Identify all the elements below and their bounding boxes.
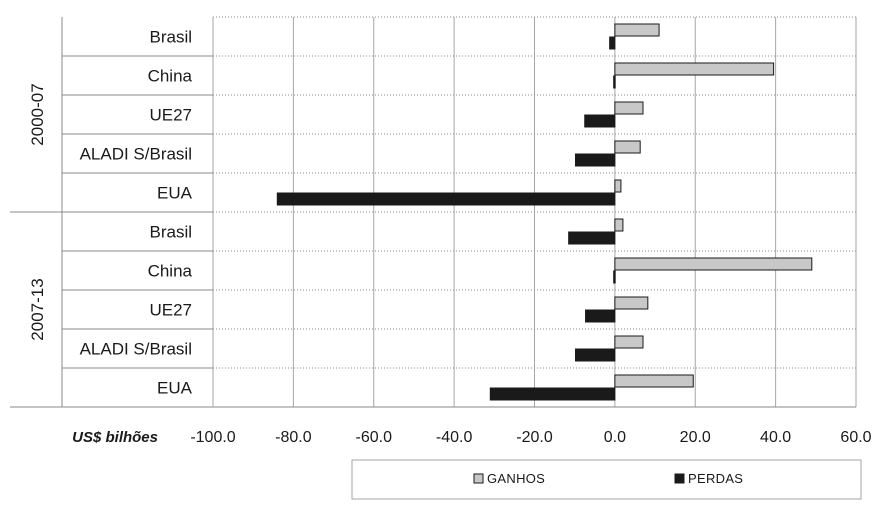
bar-ganhos xyxy=(614,218,624,232)
bar-perdas xyxy=(574,348,616,362)
bar-ganhos xyxy=(614,62,775,76)
category-label: EUA xyxy=(157,184,193,203)
bars xyxy=(276,23,813,401)
x-axis-ticks: -100.0 -80.0 -60.0 -40.0 -20.0 0.0 20.0 40.0 60.… xyxy=(190,429,871,446)
legend-box xyxy=(351,459,862,500)
bar-ganhos xyxy=(614,23,660,37)
category-axis: Brasil China UE27 ALADI S/Brasil EUA Brasil Ch… xyxy=(10,17,856,408)
bar-ganhos xyxy=(614,179,622,193)
category-label: Brasil xyxy=(149,223,192,242)
bar-ganhos xyxy=(614,140,641,154)
legend: GANHOS PERDAS xyxy=(351,459,862,500)
category-label: ALADI S/Brasil xyxy=(80,340,192,359)
bar-ganhos xyxy=(614,101,644,115)
bar-perdas xyxy=(584,114,616,128)
x-tick-label: 20.0 xyxy=(680,429,711,446)
bar-perdas xyxy=(276,192,616,206)
bar-ganhos xyxy=(614,335,644,349)
legend-label-perdas: PERDAS xyxy=(688,471,743,486)
x-tick-label: 0.0 xyxy=(604,429,626,446)
group-label: 2007-13 xyxy=(28,278,47,340)
bar-ganhos xyxy=(614,296,649,310)
legend-swatch-perdas xyxy=(674,473,685,484)
legend-label-ganhos: GANHOS xyxy=(487,471,545,486)
x-tick-label: -40.0 xyxy=(436,429,473,446)
bar-perdas xyxy=(609,36,616,50)
bar-perdas xyxy=(585,309,616,323)
bar-perdas xyxy=(613,270,616,284)
x-tick-label: -60.0 xyxy=(356,429,393,446)
bar-perdas xyxy=(568,231,616,245)
group-label: 2000-07 xyxy=(28,83,47,145)
bar-ganhos xyxy=(614,374,694,388)
x-tick-label: -20.0 xyxy=(516,429,553,446)
bar-ganhos xyxy=(614,257,813,271)
x-tick-label: -80.0 xyxy=(275,429,312,446)
category-label: EUA xyxy=(157,379,193,398)
category-label: ALADI S/Brasil xyxy=(80,145,192,164)
category-label: UE27 xyxy=(149,106,192,125)
bar-perdas xyxy=(613,75,616,89)
category-label: UE27 xyxy=(149,301,192,320)
legend-swatch-ganhos xyxy=(473,473,484,484)
x-tick-label: 60.0 xyxy=(840,429,871,446)
x-axis-unit-label: US$ bilhões xyxy=(72,429,158,446)
bar-perdas xyxy=(489,387,616,401)
category-label: Brasil xyxy=(149,28,192,47)
bar-perdas xyxy=(574,153,616,167)
x-tick-label: -100.0 xyxy=(190,429,235,446)
category-label: China xyxy=(148,67,193,86)
category-label: China xyxy=(148,262,193,281)
x-tick-label: 40.0 xyxy=(760,429,791,446)
